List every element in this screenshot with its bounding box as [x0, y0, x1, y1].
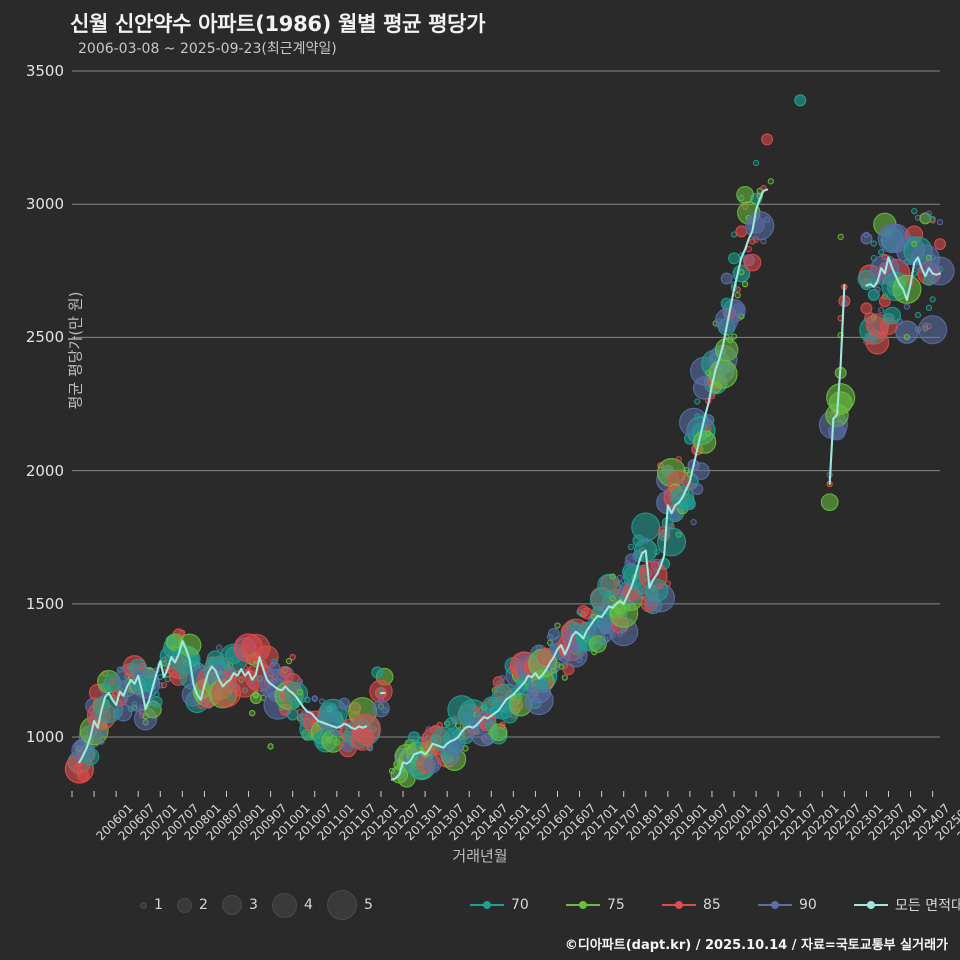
legend-size-item: 2: [177, 888, 208, 922]
y-axis-tick-label: 3500: [25, 62, 64, 80]
chart-legend: 1 2 3 4 5 70 75 85 90 모든 면적대 평균값: [0, 888, 960, 922]
y-axis-tick-label: 2500: [25, 328, 64, 347]
y-axis-tick-label: 3000: [25, 195, 64, 214]
legend-series-label: 70: [511, 897, 529, 913]
legend-size-bubble: [177, 897, 192, 913]
legend-size-bubble: [222, 895, 242, 915]
y-axis-title: 평균 평당가(만 원): [66, 291, 85, 410]
x-axis-title: 거래년월: [452, 847, 508, 865]
legend-series-item[interactable]: 75: [566, 888, 625, 922]
y-axis-tick-label: 1000: [25, 728, 64, 747]
legend-series-label: 90: [799, 897, 817, 913]
legend-size-bubble: [140, 901, 147, 909]
legend-series-item[interactable]: 85: [662, 888, 721, 922]
legend-size-item: 1: [140, 888, 163, 922]
legend-series-item[interactable]: 90: [758, 888, 817, 922]
legend-size-label: 4: [304, 897, 313, 913]
y-axis-tick-label: 1500: [25, 594, 64, 613]
legend-size-item: 3: [222, 888, 258, 922]
legend-series-label: 모든 면적대 평균값: [895, 898, 960, 914]
legend-series-swatch: [566, 899, 600, 911]
legend-size-item: 4: [272, 888, 313, 922]
legend-series-swatch: [854, 899, 888, 911]
legend-size-bubble: [272, 892, 297, 918]
legend-size-item: 5: [327, 888, 373, 922]
legend-size-label: 2: [199, 897, 208, 913]
chart-subtitle: 2006-03-08 ~ 2025-09-23(최근계약일): [78, 41, 337, 57]
legend-series-item[interactable]: 모든 면적대 평균값: [854, 888, 960, 922]
y-axis-tick-label: 2000: [25, 461, 64, 480]
legend-size-label: 3: [249, 897, 258, 913]
legend-series-label: 75: [607, 897, 625, 913]
chart-title: 신월 신안약수 아파트(1986) 월별 평균 평당가: [70, 12, 486, 36]
legend-series-label: 85: [703, 897, 721, 913]
legend-series-item[interactable]: 70: [470, 888, 529, 922]
legend-series-swatch: [662, 899, 696, 911]
legend-series-swatch: [470, 899, 504, 911]
legend-size-bubble: [327, 890, 357, 920]
legend-series-swatch: [758, 899, 792, 911]
legend-size-label: 1: [154, 897, 163, 913]
legend-size-label: 5: [364, 897, 373, 913]
footer-credit: ©디아파트(dapt.kr) / 2025.10.14 / 자료=국토교통부 실…: [564, 938, 948, 953]
